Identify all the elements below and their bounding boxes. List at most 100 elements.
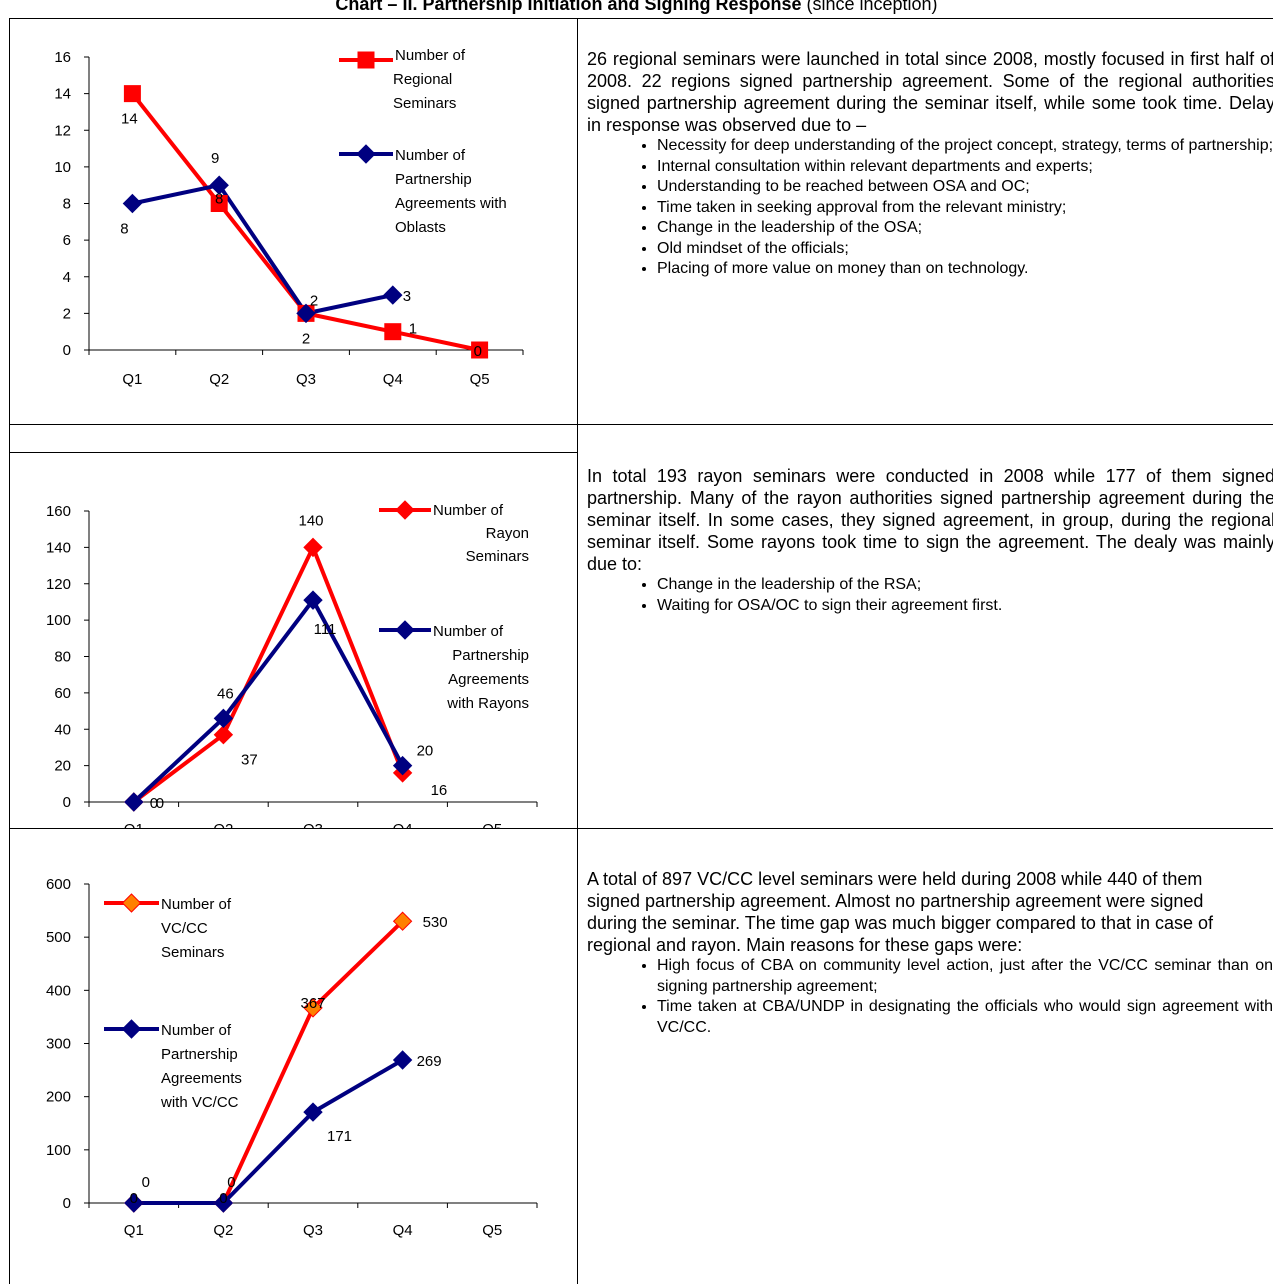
legend-label: Agreements — [161, 1070, 242, 1087]
y-tick-label: 400 — [46, 982, 71, 999]
legend-label: Number of — [395, 47, 466, 64]
y-tick-label: 0 — [63, 342, 71, 359]
y-tick-label: 120 — [46, 576, 71, 593]
row-divider-1 — [9, 424, 1273, 425]
legend-label: with Rayons — [446, 695, 529, 712]
legend-label: Regional — [393, 71, 452, 88]
data-point — [124, 792, 144, 812]
legend-marker — [395, 620, 415, 640]
data-point — [392, 1050, 413, 1070]
data-label: 0 — [219, 1190, 227, 1207]
panel-paragraph: In total 193 rayon seminars were conduct… — [587, 466, 1273, 574]
panel-text-vccc: A total of 897 VC/CC level seminars were… — [587, 868, 1273, 1038]
table-border-top — [9, 18, 1273, 19]
legend-label: Number of — [433, 623, 504, 640]
bullet-item: Change in the leadership of the RSA; — [657, 575, 1273, 596]
x-tick-label: Q5 — [482, 1222, 502, 1239]
bullet-list: Change in the leadership of the RSA; Wai… — [587, 575, 1273, 616]
data-label: 0 — [150, 795, 158, 812]
x-tick-label: Q3 — [303, 1222, 323, 1239]
legend-label: Rayon — [486, 525, 529, 542]
data-label: 0 — [142, 1174, 150, 1191]
legend-label: Seminars — [466, 548, 529, 565]
data-point — [123, 85, 141, 103]
bullet-item: Waiting for OSA/OC to sign their agreeme… — [657, 596, 1273, 617]
title-suffix: (since inception) — [801, 0, 938, 14]
legend-label: Partnership — [452, 647, 529, 664]
bullet-item: Necessity for deep understanding of the … — [657, 136, 1273, 157]
panel-text-rayon: In total 193 rayon seminars were conduct… — [587, 465, 1273, 616]
data-label: 14 — [121, 111, 138, 128]
bullet-item: Time taken in seeking approval from the … — [657, 198, 1273, 219]
legend-label: Number of — [433, 502, 504, 519]
data-label: 8 — [120, 221, 128, 238]
chart-rayon-svg: 020406080100120140160Q1Q2Q3Q4Q5037140160… — [46, 500, 538, 828]
data-point — [124, 1193, 144, 1213]
data-point — [303, 537, 323, 558]
legend-marker — [121, 1019, 142, 1039]
data-label: 2 — [310, 292, 318, 309]
series-line — [132, 545, 405, 804]
chart-regional: 0 2 4 6 8 10 12 14 16 Q1 Q2 Q3 Q4 Q5 14 8 2 1 0 8 9 2 3 Number … — [9, 18, 577, 424]
x-tick-label: Q2 — [213, 1222, 233, 1239]
legend-label: VC/CC — [161, 920, 208, 937]
column-divider — [577, 18, 578, 1284]
x-tick-label: Q4 — [383, 371, 403, 388]
series-line — [131, 183, 394, 316]
y-tick-label: 500 — [46, 929, 71, 946]
data-label: 46 — [217, 685, 234, 702]
data-label: 20 — [417, 743, 434, 760]
data-point — [210, 195, 228, 212]
x-tick-label: Q1 — [122, 371, 142, 388]
data-label: 8 — [215, 191, 223, 208]
y-tick-label: 10 — [54, 159, 71, 176]
data-label: 0 — [156, 795, 164, 812]
legend-label: Number of — [395, 147, 466, 164]
data-label: 367 — [300, 995, 325, 1012]
x-tick-label: Q5 — [470, 371, 490, 388]
panel-paragraph: A total of 897 VC/CC level seminars were… — [587, 869, 1214, 955]
data-point — [392, 911, 413, 931]
data-point — [213, 1193, 234, 1213]
chart-vccc: 0 100 200 300 400 500 600 Q1 Q2 Q3 Q4 Q5 0 0 367 530 0 0 1… — [9, 829, 577, 1284]
x-tick-label: Q5 — [482, 821, 502, 828]
y-tick-label: 14 — [54, 86, 71, 103]
y-tick-label: 60 — [54, 685, 71, 702]
x-tick-label: Q1 — [124, 1222, 144, 1239]
legend-label: Seminars — [161, 944, 224, 961]
data-label: 269 — [417, 1053, 442, 1070]
data-point — [122, 193, 143, 214]
legend-marker — [121, 893, 142, 913]
x-tick-label: Q3 — [303, 821, 323, 828]
data-point — [213, 724, 234, 745]
data-label: 9 — [211, 150, 219, 167]
y-tick-label: 100 — [46, 612, 71, 629]
y-tick-label: 600 — [46, 876, 71, 893]
data-point — [383, 285, 403, 305]
data-label: 0 — [130, 1190, 138, 1207]
bullet-list: Necessity for deep understanding of the … — [587, 136, 1273, 280]
data-label: 2 — [302, 330, 310, 347]
y-tick-label: 6 — [63, 232, 71, 249]
y-tick-label: 2 — [63, 305, 71, 322]
data-label: 530 — [423, 914, 448, 931]
legend-label: Agreements — [448, 671, 529, 688]
data-point — [471, 341, 489, 359]
x-tick-label: Q2 — [209, 371, 229, 388]
y-tick-label: 160 — [46, 503, 71, 520]
bullet-item: Time taken at CBA/UNDP in designating th… — [657, 997, 1273, 1038]
x-tick-label: Q2 — [213, 821, 233, 828]
data-point — [209, 175, 229, 195]
data-label: 0 — [474, 343, 482, 360]
series-line — [133, 1058, 404, 1205]
y-tick-label: 8 — [63, 196, 71, 213]
y-tick-label: 0 — [63, 794, 71, 811]
legend-marker — [395, 500, 415, 520]
legend-label: Partnership — [161, 1046, 238, 1063]
bullet-item: Old mindset of the officials; — [657, 239, 1273, 260]
legend-label: Oblasts — [395, 219, 446, 236]
y-tick-label: 100 — [46, 1142, 71, 1159]
bullet-item: High focus of CBA on community level act… — [657, 956, 1273, 997]
page-title: Chart – II. Partnership Initiation and S… — [0, 0, 1273, 14]
